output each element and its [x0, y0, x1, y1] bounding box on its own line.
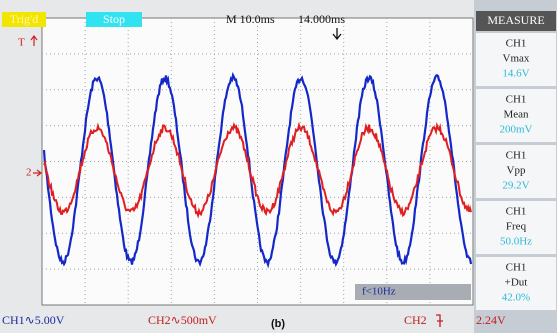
- measure-value: 42.0%: [502, 292, 530, 304]
- caption: (b): [271, 318, 285, 330]
- freq-notice: f<10Hz: [362, 286, 396, 298]
- measure-value: 29.2V: [502, 180, 529, 192]
- run-state: Stop: [103, 12, 125, 26]
- measure-channel: CH1: [506, 206, 527, 218]
- trigger-source: CH2: [404, 313, 427, 327]
- ch1-scale: CH1∿5.00V: [2, 313, 65, 327]
- measure-value: 50.0Hz: [500, 236, 532, 248]
- oscilloscope-screen: Trig'd Stop M 10.0ms 14.000ms T 2 MEASUR…: [0, 0, 557, 333]
- measure-channel: CH1: [506, 94, 527, 106]
- measure-value: 200mV: [500, 124, 533, 136]
- ch2-scale: CH2∿500mV: [148, 313, 217, 327]
- measure-channel: CH1: [506, 38, 527, 50]
- status: Trig'd: [10, 12, 38, 26]
- measure-channel: CH1: [506, 262, 527, 274]
- trigger-marker: T: [18, 37, 25, 49]
- ch2-marker: 2: [26, 167, 32, 179]
- measure-channel: CH1: [506, 150, 527, 162]
- measure-value: 14.6V: [502, 68, 529, 80]
- timebase: M 10.0ms: [226, 12, 275, 26]
- measure-label: Vpp: [507, 165, 526, 177]
- measure-label: Mean: [503, 109, 529, 121]
- measure-label: Freq: [506, 221, 527, 233]
- measure-items: CH1 Vmax 14.6V CH1 Mean 200mV CH1 Vpp 29.2V CH1 Fr…: [476, 33, 556, 310]
- measure-label: Vmax: [503, 53, 530, 65]
- trigger-position: 14.000ms: [298, 12, 345, 26]
- measure-label: +Dut: [505, 277, 528, 289]
- trigger-level: 2.24V: [476, 313, 506, 327]
- measure-title: MEASURE: [487, 13, 544, 27]
